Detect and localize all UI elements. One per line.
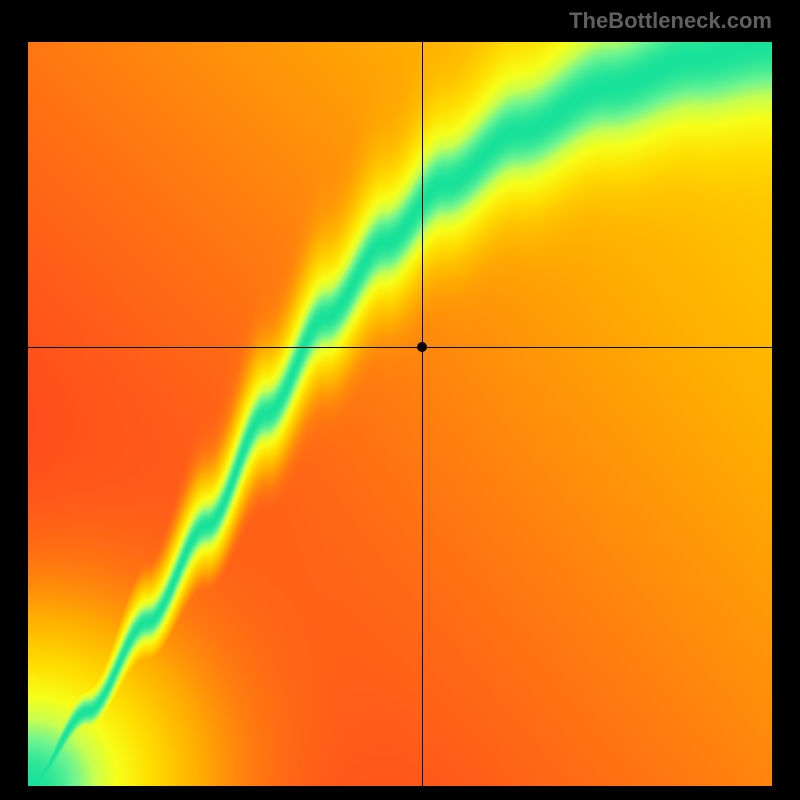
selected-point-marker <box>417 342 427 352</box>
heatmap-plot <box>28 42 772 786</box>
watermark-text: TheBottleneck.com <box>569 8 772 34</box>
chart-container: { "watermark": "TheBottleneck.com", "wat… <box>0 0 800 800</box>
crosshair-vertical <box>422 42 423 786</box>
heatmap-canvas <box>28 42 772 786</box>
crosshair-horizontal <box>28 347 772 348</box>
